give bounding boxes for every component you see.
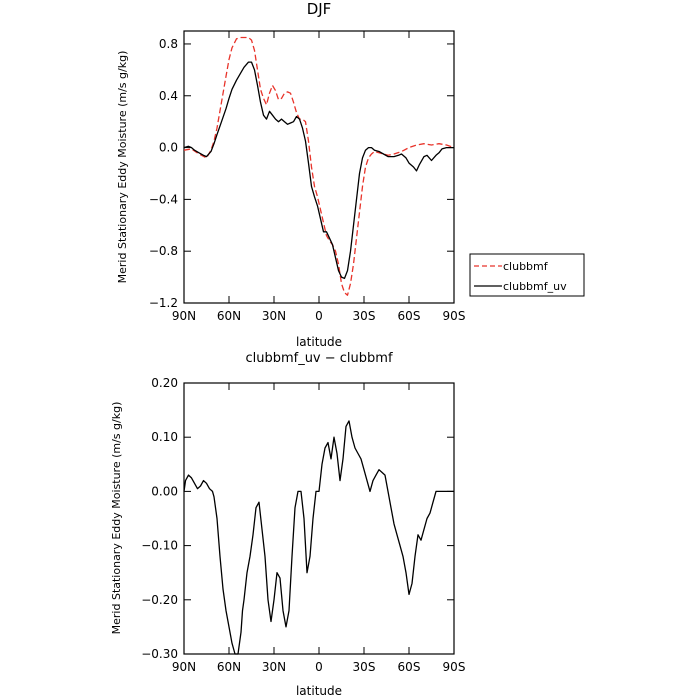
legend-box — [469, 253, 585, 297]
top-chart-x-tick-label-6: 90S — [443, 309, 466, 323]
bottom-chart-x-tick-label-6: 90S — [443, 660, 466, 674]
bottom-chart-series-line-0 — [183, 420, 454, 655]
bottom-chart-y-tick-label-2: 0.00 — [151, 484, 178, 498]
bottom-chart-x-tick-label-4: 30S — [353, 660, 376, 674]
bottom-chart-y-tick-label-5: −0.30 — [141, 647, 178, 661]
top-chart-axis-ticks: 90N 60N 30N 0 30S 60S 90S 0.8 0.4 0.0 −0.4 −0.8 −1.2 — [149, 31, 466, 323]
bottom-chart-y-tick-label-1: 0.10 — [151, 430, 178, 444]
top-chart-x-tick-label-3: 0 — [315, 309, 323, 323]
legend-label-clubbmf: clubbmf — [503, 260, 549, 273]
bottom-chart-title: clubbmf_uv − clubbmf — [245, 351, 392, 366]
top-chart-series-line-1 — [183, 61, 454, 280]
top-chart-x-tick-label-0: 90N — [172, 309, 196, 323]
top-chart-series-group — [183, 36, 455, 296]
top-chart-series-line-0 — [183, 36, 455, 296]
bottom-chart-x-tick-label-5: 60S — [398, 660, 421, 674]
top-chart-title: DJF — [307, 0, 332, 18]
bottom-chart-x-axis-label: latitude — [296, 684, 342, 698]
top-chart-y-tick-label-1: 0.4 — [159, 89, 178, 103]
bottom-chart-y-tick-label-0: 0.20 — [151, 376, 178, 390]
top-chart-y-tick-label-0: 0.8 — [159, 37, 178, 51]
top-chart-x-tick-label-4: 30S — [353, 309, 376, 323]
top-chart-y-tick-label-2: 0.0 — [159, 141, 178, 155]
bottom-chart-x-tick-label-1: 60N — [217, 660, 241, 674]
legend: clubbmf clubbmf_uv — [469, 253, 585, 297]
bottom-chart-y-axis-label: Merid Stationary Eddy Moisture (m/s g/kg… — [110, 402, 123, 635]
bottom-chart-x-tick-label-3: 0 — [315, 660, 323, 674]
top-chart-y-tick-label-5: −1.2 — [149, 296, 178, 310]
top-chart-x-tick-label-2: 30N — [262, 309, 286, 323]
bottom-chart-x-tick-label-2: 30N — [262, 660, 286, 674]
top-chart-x-tick-label-5: 60S — [398, 309, 421, 323]
legend-label-clubbmf-uv: clubbmf_uv — [503, 280, 567, 293]
bottom-chart-x-tick-label-0: 90N — [172, 660, 196, 674]
bottom-chart-axis-ticks: 90N 60N 30N 0 30S 60S 90S 0.20 0.10 0.00 −0.10 −0.2… — [141, 376, 465, 674]
top-chart-y-tick-label-3: −0.4 — [149, 192, 178, 206]
top-chart-x-tick-label-1: 60N — [217, 309, 241, 323]
bottom-chart-y-tick-label-4: −0.20 — [141, 593, 178, 607]
top-chart-x-axis-label: latitude — [296, 335, 342, 349]
bottom-chart-y-tick-label-3: −0.10 — [141, 539, 178, 553]
top-chart-y-tick-label-4: −0.8 — [149, 244, 178, 258]
bottom-chart-series-group — [183, 420, 454, 655]
top-chart-y-axis-label: Merid Stationary Eddy Moisture (m/s g/kg… — [116, 51, 129, 284]
top-chart: DJF 90N 60N 30N 0 30S 60S 90S 0.8 0.4 0.0 −0.4 −0.8… — [116, 0, 585, 349]
bottom-chart: clubbmf_uv − clubbmf 90N 60N 30N 0 30S 60S 90S… — [110, 351, 465, 698]
